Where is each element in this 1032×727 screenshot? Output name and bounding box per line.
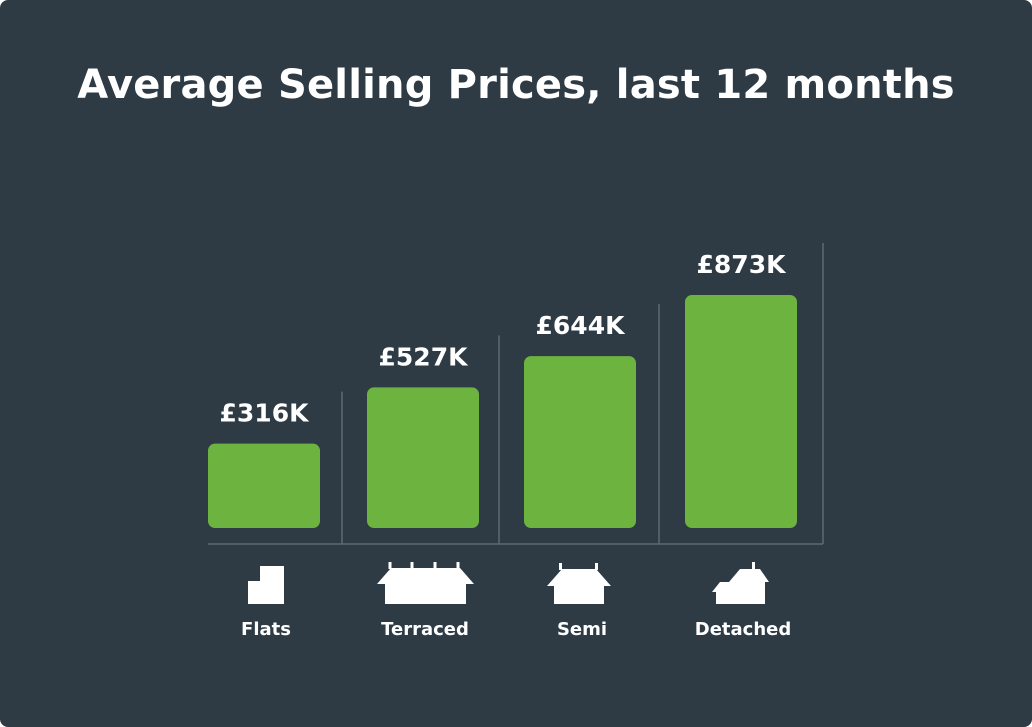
category-label: Semi: [557, 619, 607, 640]
bar-terraced: [367, 387, 479, 528]
value-label: £527K: [379, 342, 470, 371]
category-label: Detached: [695, 619, 791, 640]
flat-icon: [248, 566, 284, 604]
terraced-house-icon: [377, 562, 474, 604]
label-layer: £316K Flats £527K Terraced £644K Semi £873K Det…: [220, 250, 792, 640]
detached-house-icon: [712, 562, 769, 604]
grid-layer: [208, 243, 824, 545]
value-label: £873K: [697, 250, 788, 279]
category-label: Flats: [241, 619, 291, 640]
value-label: £644K: [536, 311, 627, 340]
category-label: Terraced: [381, 619, 469, 640]
semi-house-icon: [547, 563, 611, 604]
chart-title: Average Selling Prices, last 12 months: [77, 62, 955, 108]
icon-layer: [248, 562, 769, 604]
bar-semi: [524, 356, 636, 528]
bar-flats: [208, 443, 320, 528]
bar-detached: [685, 295, 797, 528]
bar-layer: [208, 295, 797, 528]
value-label: £316K: [220, 399, 311, 428]
